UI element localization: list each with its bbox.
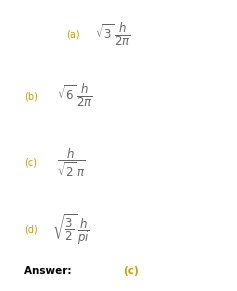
Text: $\sqrt{\dfrac{3}{2}}\,\dfrac{h}{pi}$: $\sqrt{\dfrac{3}{2}}\,\dfrac{h}{pi}$	[52, 212, 90, 247]
Text: $\sqrt{6}\,\dfrac{h}{2\pi}$: $\sqrt{6}\,\dfrac{h}{2\pi}$	[57, 83, 93, 109]
Text: $\dfrac{h}{\sqrt{2}\,\pi}$: $\dfrac{h}{\sqrt{2}\,\pi}$	[57, 147, 85, 179]
Text: (b): (b)	[24, 91, 38, 101]
Text: Answer:: Answer:	[24, 267, 78, 276]
Text: (d): (d)	[24, 225, 37, 235]
Text: (a): (a)	[66, 30, 80, 40]
Text: (c): (c)	[24, 158, 37, 168]
Text: (c): (c)	[123, 267, 139, 276]
Text: $\sqrt{3}\,\dfrac{h}{2\pi}$: $\sqrt{3}\,\dfrac{h}{2\pi}$	[95, 22, 131, 48]
